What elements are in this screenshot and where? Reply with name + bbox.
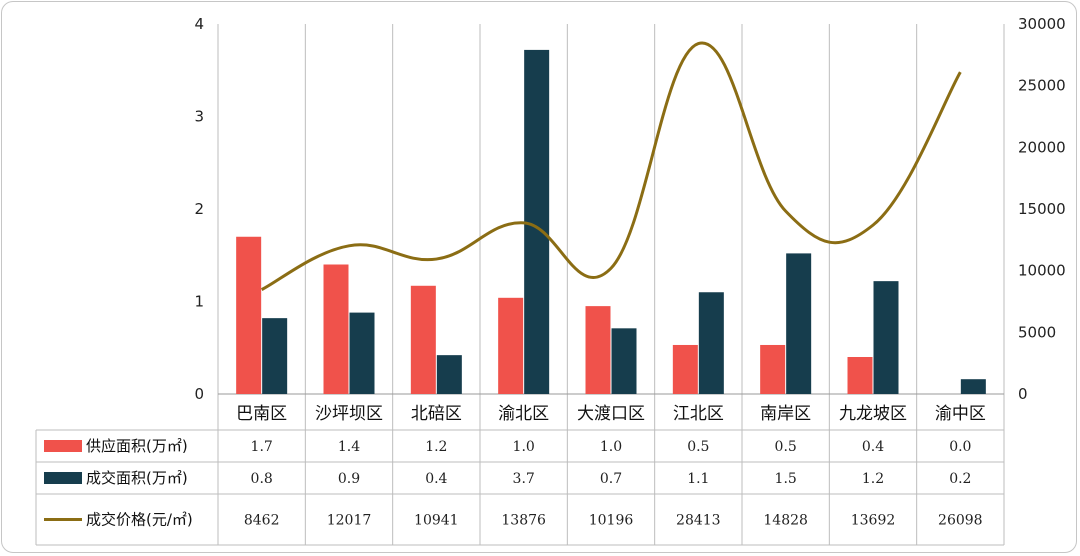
bar-deal — [262, 318, 288, 394]
table-cell: 0.2 — [949, 471, 971, 487]
y-left-tick-label: 0 — [194, 385, 204, 403]
bar-supply — [847, 357, 873, 394]
x-category-label: 北碚区 — [411, 404, 462, 424]
bar-deal — [786, 253, 812, 394]
table-cell: 0.7 — [600, 471, 622, 487]
bar-supply — [410, 285, 436, 394]
table-cell: 0.5 — [687, 439, 709, 455]
y-left-tick-label: 3 — [194, 108, 204, 126]
y-right-tick-label: 25000 — [1018, 77, 1066, 95]
bar-supply — [760, 344, 786, 394]
table-cell: 0.4 — [425, 471, 447, 487]
table-cell: 1.7 — [251, 439, 273, 455]
table-cell: 0.9 — [338, 471, 360, 487]
x-category-label: 渝中区 — [935, 404, 986, 424]
bar-deal — [524, 49, 550, 395]
y-right-tick-label: 30000 — [1018, 15, 1066, 33]
table-cell: 0.5 — [775, 439, 797, 455]
bar-deal — [349, 312, 375, 394]
bar-deal — [960, 379, 986, 394]
y-right-tick-label: 10000 — [1018, 262, 1066, 280]
y-right-tick-label: 20000 — [1018, 138, 1066, 156]
table-cell: 1.2 — [425, 439, 447, 455]
bar-supply — [498, 297, 524, 394]
x-category-label: 渝北区 — [498, 404, 549, 424]
table-cell: 28413 — [676, 513, 721, 529]
bar-supply — [236, 236, 262, 394]
bar-supply — [323, 264, 349, 394]
table-cell: 1.4 — [338, 439, 360, 455]
table-cell: 13692 — [851, 513, 896, 529]
table-cell: 12017 — [327, 513, 372, 529]
bar-supply — [585, 306, 611, 394]
x-category-label: 江北区 — [673, 404, 724, 424]
table-cell: 13876 — [501, 513, 546, 529]
table-cell: 0.0 — [949, 439, 971, 455]
legend-swatch — [44, 440, 82, 452]
table-cell: 26098 — [938, 513, 983, 529]
y-left-tick-label: 2 — [194, 200, 204, 218]
table-cell: 1.5 — [775, 471, 797, 487]
table-cell: 14828 — [763, 513, 808, 529]
table-cell: 10941 — [414, 513, 459, 529]
table-cell: 1.2 — [862, 471, 884, 487]
bar-deal — [611, 328, 637, 394]
legend-label: 成交价格(元/㎡) — [86, 511, 193, 529]
table-cell: 0.4 — [862, 439, 884, 455]
y-right-tick-label: 5000 — [1018, 323, 1056, 341]
legend-label: 成交面积(万㎡) — [86, 469, 188, 487]
x-category-label: 巴南区 — [236, 404, 287, 424]
table-cell: 10196 — [589, 513, 634, 529]
table-cell: 1.0 — [513, 439, 535, 455]
y-left-tick-label: 1 — [194, 293, 204, 311]
table-cell: 1.0 — [600, 439, 622, 455]
x-category-label: 南岸区 — [760, 404, 811, 424]
legend-label: 供应面积(万㎡) — [86, 437, 188, 455]
table-cell: 1.1 — [687, 471, 709, 487]
bar-deal — [873, 281, 899, 394]
x-category-label: 九龙坡区 — [839, 404, 907, 424]
y-right-tick-label: 15000 — [1018, 200, 1066, 218]
x-category-label: 沙坪坝区 — [315, 404, 383, 424]
legend-swatch — [44, 472, 82, 484]
bar-deal — [698, 292, 724, 394]
price-line — [260, 41, 962, 291]
bar-deal — [436, 355, 462, 394]
x-category-label: 大渡口区 — [577, 404, 645, 424]
y-right-tick-label: 0 — [1018, 385, 1028, 403]
table-cell: 8462 — [244, 513, 280, 529]
table-cell: 0.8 — [251, 471, 273, 487]
y-left-tick-label: 4 — [194, 15, 204, 33]
table-cell: 3.7 — [513, 471, 535, 487]
bar-supply — [672, 344, 698, 394]
